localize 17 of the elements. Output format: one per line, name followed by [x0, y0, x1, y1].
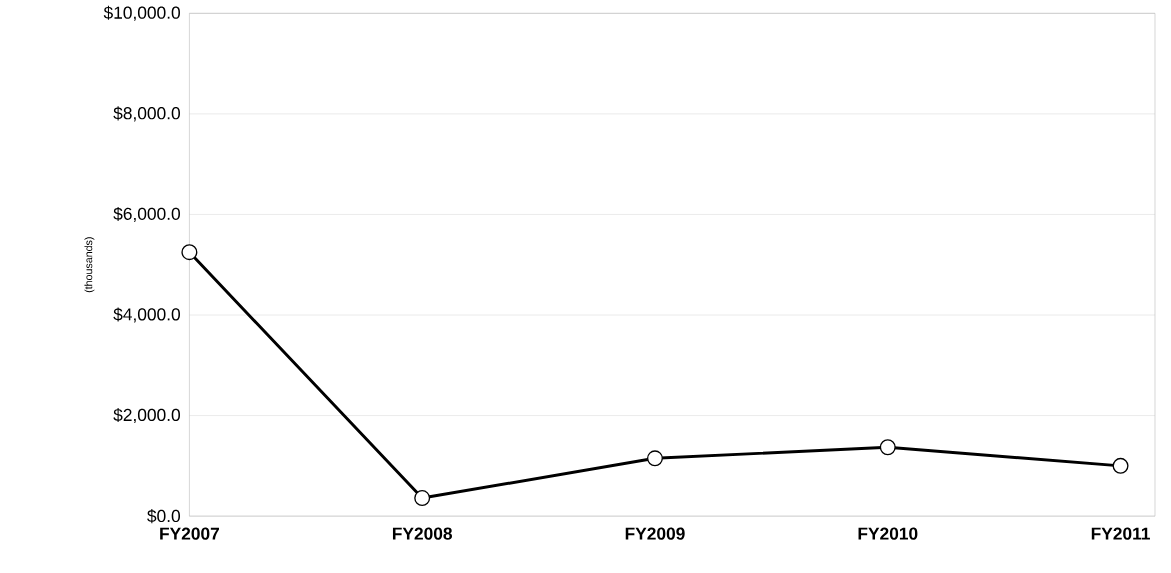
x-tick-label: FY2010 [858, 527, 918, 540]
x-tick-label: FY2007 [160, 527, 219, 540]
y-tick-label: $0.0 [147, 508, 181, 523]
x-tick-label: FY2011 [1091, 527, 1150, 540]
x-tick-label: FY2009 [625, 527, 685, 540]
y-tick-label: $8,000.0 [113, 106, 180, 122]
y-tick-label: $2,000.0 [113, 407, 180, 423]
y-axis-title: (thousands) [84, 237, 95, 292]
point [1112, 457, 1129, 474]
point [181, 243, 198, 260]
point [646, 450, 663, 467]
y-tick-label: $10,000.0 [103, 5, 180, 21]
point [414, 489, 431, 506]
x-tick-label: FY2008 [392, 527, 453, 540]
y-tick-label: $6,000.0 [113, 206, 180, 222]
point [879, 439, 896, 456]
y-tick-label: $4,000.0 [113, 307, 180, 323]
